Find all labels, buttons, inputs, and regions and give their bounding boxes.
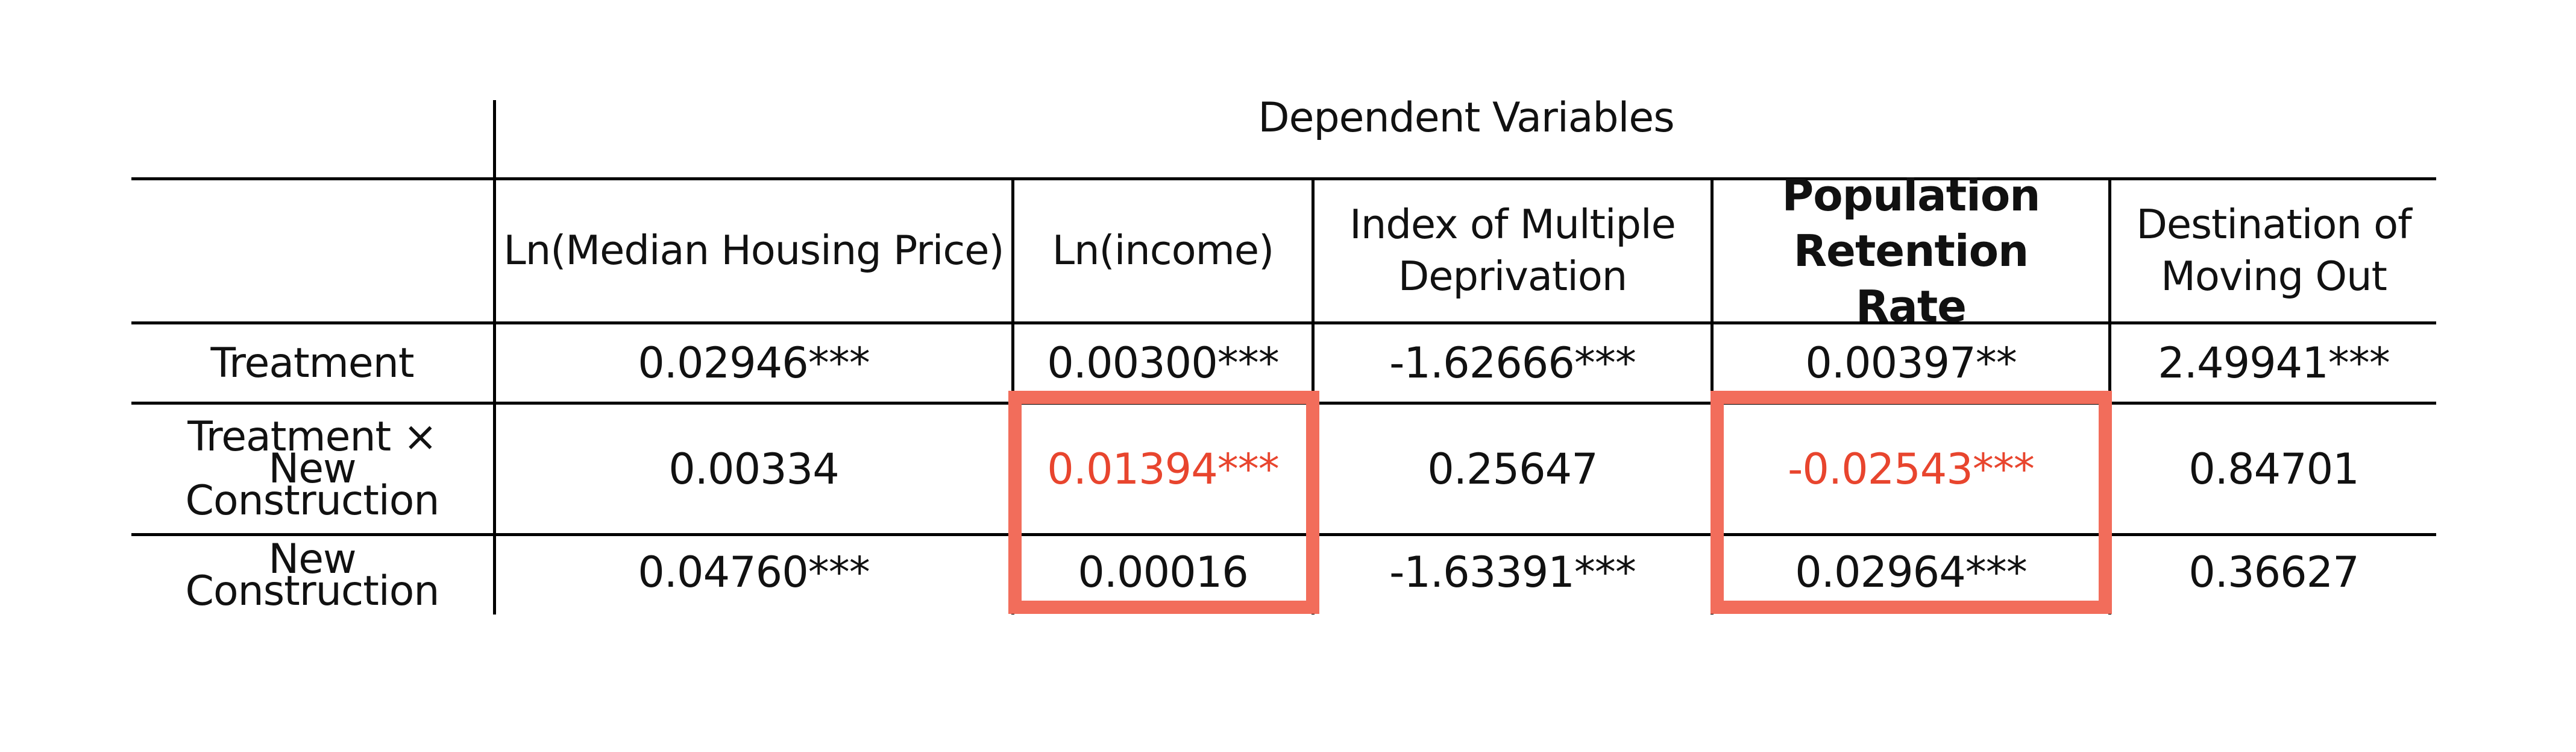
cell-new-construction-income: 0.00016 [1078, 548, 1248, 597]
cell-new-construction-housing-price: 0.04760*** [638, 548, 870, 597]
cell-treatment-deprivation: -1.62666*** [1389, 338, 1636, 388]
cell-interaction-moving-out: 0.84701 [2188, 444, 2359, 494]
rule-header-bottom [131, 321, 2436, 324]
rule-top [131, 177, 2436, 180]
cell-interaction-income: 0.01394*** [1047, 444, 1279, 494]
column-header-moving-out: Destination of Moving Out [2136, 201, 2411, 300]
divider-label-col [493, 100, 496, 615]
cell-new-construction-moving-out: 0.36627 [2188, 548, 2359, 597]
cell-interaction-retention-rate: -0.02543*** [1788, 444, 2035, 494]
row-label-treatment-x-new-construction: Treatment × New Construction [185, 412, 440, 525]
group-header: Dependent Variables [1258, 93, 1674, 142]
column-header-housing-price: Ln(Median Housing Price) [503, 227, 1004, 274]
column-header-income: Ln(income) [1052, 227, 1274, 274]
row-label-new-construction: New Construction [185, 535, 440, 615]
cell-new-construction-retention-rate: 0.02964*** [1795, 548, 2027, 597]
cell-new-construction-deprivation: -1.63391*** [1389, 548, 1636, 597]
cell-treatment-moving-out: 2.49941*** [2158, 338, 2390, 388]
cell-treatment-income: 0.00300*** [1047, 338, 1279, 388]
cell-treatment-retention-rate: 0.00397** [1805, 338, 2017, 388]
row-label-treatment: Treatment [210, 339, 414, 387]
rule-row2-bottom [131, 533, 2436, 536]
cell-interaction-housing-price: 0.00334 [668, 444, 839, 494]
cell-interaction-deprivation: 0.25647 [1427, 444, 1598, 494]
cell-treatment-housing-price: 0.02946*** [638, 338, 870, 388]
column-header-retention-rate: Population Retention Rate [1782, 169, 2040, 332]
column-header-deprivation: Index of Multiple Deprivation [1349, 201, 1676, 300]
